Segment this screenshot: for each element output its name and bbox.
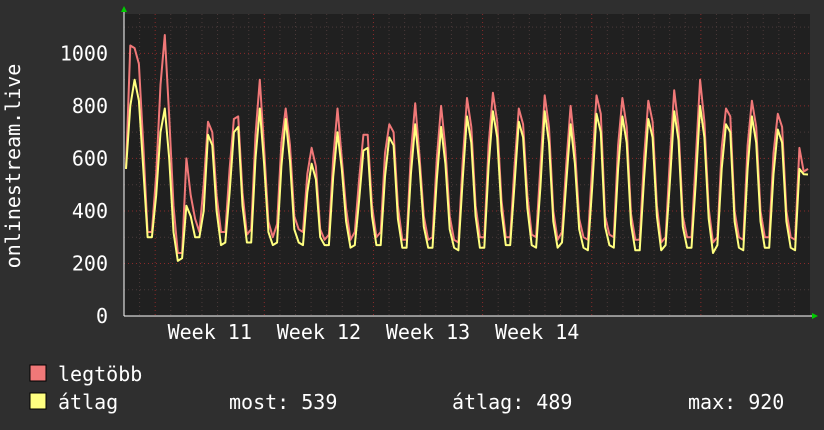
legend-label-average: átlag (58, 390, 118, 414)
series-layer (125, 34, 809, 262)
y-tick-label: 400 (72, 199, 108, 223)
axes (121, 6, 818, 319)
y-tick-label: 0 (96, 304, 108, 328)
y-tick-label: 200 (72, 251, 108, 275)
stat-average: átlag: 489 (452, 390, 572, 414)
legend: legtöbb átlag most: 539 átlag: 489 max: … (29, 362, 784, 414)
x-axis-arrow-icon (812, 313, 818, 319)
series-line-average (125, 78, 809, 262)
y-tick-label: 1000 (60, 41, 108, 65)
x-tick-labels: Week 11 Week 12 Week 13 Week 14 (168, 320, 580, 344)
y-tick-label: 600 (72, 146, 108, 170)
legend-label-max: legtöbb (58, 362, 142, 386)
stat-now: most: 539 (229, 390, 337, 414)
x-tick-label: Week 13 (386, 320, 470, 344)
y-tick-label: 800 (72, 94, 108, 118)
legend-swatch-average (29, 392, 47, 410)
x-tick-label: Week 11 (168, 320, 252, 344)
y-tick-labels: 0 200 400 600 800 1000 (60, 41, 108, 328)
x-tick-label: Week 12 (277, 320, 361, 344)
legend-swatch-max (29, 364, 47, 382)
stat-max: max: 920 (688, 390, 784, 414)
x-tick-label: Week 14 (495, 320, 579, 344)
y-axis-arrow-icon (121, 6, 127, 12)
y-axis-label: onlinestream.live (1, 64, 25, 269)
